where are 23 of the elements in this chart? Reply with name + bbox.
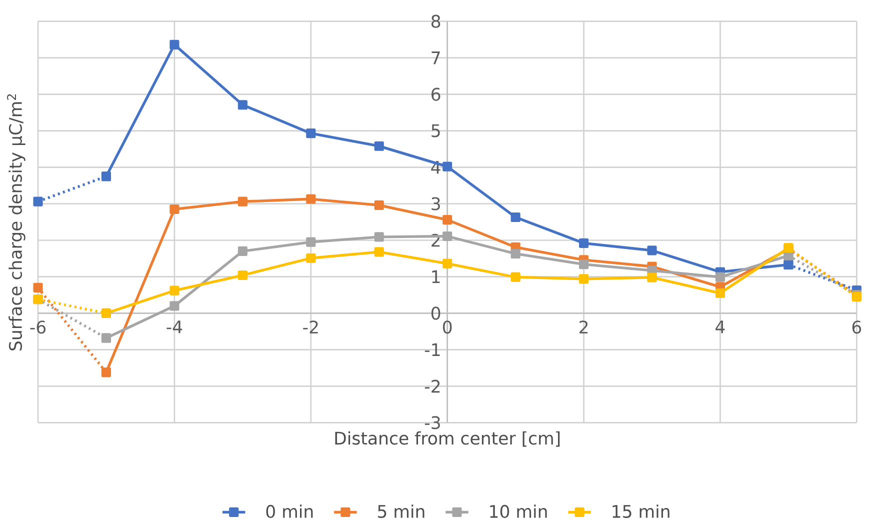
y-tick-label: 3 — [432, 197, 440, 210]
y-tick-label: 6 — [432, 88, 440, 101]
y-axis-title: Surface charge density µC/m$^{2}$ — [7, 94, 26, 350]
x-tick-label: 0 — [442, 320, 452, 334]
x-tick-label: 4 — [716, 320, 725, 333]
y-tick-label: -2 — [424, 380, 440, 392]
y-tick-label: 7 — [432, 51, 440, 64]
y-tick-label: 5 — [432, 124, 440, 138]
legend-label: 5 min — [378, 504, 424, 518]
x-axis-title: Distance from center [cm] — [335, 431, 560, 447]
legend-label: 10 min — [490, 504, 547, 518]
y-tick-label: -1 — [424, 343, 440, 356]
y-tick-label: 0 — [431, 306, 440, 320]
x-tick-label: -4 — [166, 320, 182, 333]
x-tick-label: 6 — [852, 320, 862, 334]
legend-label: 0 min — [266, 504, 313, 518]
y-tick-label: 8 — [431, 14, 440, 28]
x-tick-label: -6 — [30, 320, 46, 334]
legend-label: 15 min — [612, 504, 670, 518]
x-tick-label: 2 — [580, 320, 588, 334]
y-tick-label: -3 — [424, 416, 440, 430]
y-tick-label: 1 — [432, 270, 440, 283]
x-tick-label: -2 — [303, 320, 318, 334]
